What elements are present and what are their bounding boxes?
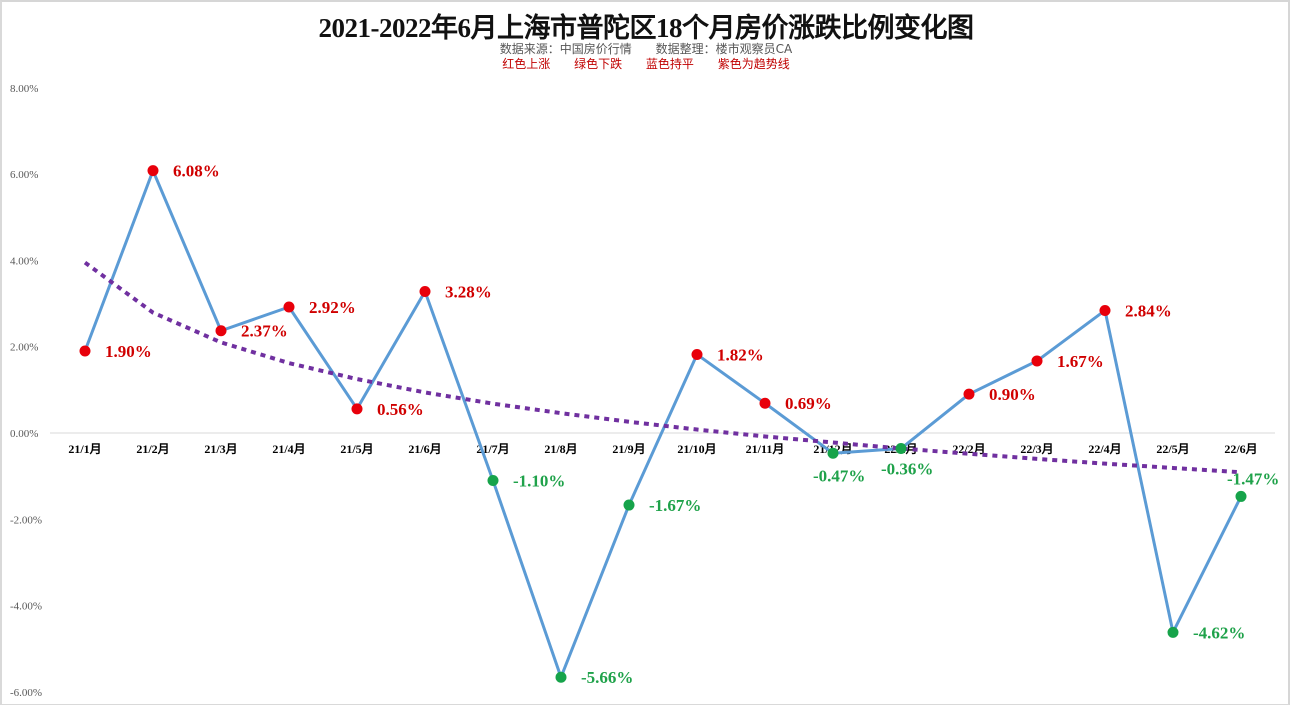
- data-label: -1.10%: [513, 471, 565, 490]
- data-label: -1.47%: [1227, 469, 1279, 488]
- data-label: 0.90%: [989, 385, 1036, 404]
- x-axis: 21/1月 21/2月 21/3月 21/4月 21/5月 21/6月 21/7月 21/8月…: [68, 442, 1257, 456]
- data-point-up: [691, 348, 703, 360]
- data-point-up: [283, 301, 295, 313]
- data-point-up: [351, 403, 363, 415]
- x-tick-label: 21/5月: [340, 442, 373, 456]
- data-point-up: [147, 165, 159, 177]
- x-tick-label: 21/11月: [746, 442, 785, 456]
- x-tick-label: 21/8月: [544, 442, 577, 456]
- chart-color-notes: 红色上涨 绿色下跌 蓝色持平 紫色为趋势线: [0, 55, 1292, 72]
- x-tick-label: 21/2月: [136, 442, 169, 456]
- data-compiler: 数据整理：楼市观察员CA: [655, 42, 793, 56]
- chart-subtitle-source: 数据来源：中国房价行情 数据整理：楼市观察员CA: [0, 40, 1292, 57]
- data-point-up: [759, 397, 771, 409]
- data-point-down: [487, 474, 499, 486]
- data-label: 1.82%: [717, 345, 764, 364]
- y-tick-label: -6.00%: [10, 687, 42, 699]
- note-blue-flat: 蓝色持平: [645, 57, 694, 71]
- data-label: -0.36%: [881, 460, 933, 479]
- price-change-line: [83, 169, 1243, 679]
- data-labels: 1.90% 6.08% 2.37% 2.92% 0.56% 3.28% -1.10% -5.6…: [105, 162, 1279, 688]
- data-point-up: [1031, 355, 1043, 367]
- note-purple-trend: 紫色为趋势线: [717, 57, 790, 71]
- data-point-up: [1099, 304, 1111, 316]
- data-point-up: [215, 325, 227, 337]
- data-label: 1.90%: [105, 342, 152, 361]
- x-tick-label: 22/4月: [1088, 442, 1121, 456]
- data-point-down: [555, 671, 567, 683]
- x-tick-label: 21/1月: [68, 442, 101, 456]
- data-label: 2.84%: [1125, 301, 1172, 320]
- data-label: 2.37%: [241, 322, 288, 341]
- data-label: -0.47%: [813, 466, 865, 485]
- data-label: 6.08%: [173, 162, 220, 181]
- x-tick-label: 22/5月: [1156, 442, 1189, 456]
- data-point-down: [1235, 490, 1247, 502]
- data-label: -5.66%: [581, 668, 633, 687]
- note-green-down: 绿色下跌: [574, 57, 623, 71]
- data-point-down: [1167, 626, 1179, 638]
- data-point-down: [623, 499, 635, 511]
- x-tick-label: 21/7月: [476, 442, 509, 456]
- data-source: 数据来源：中国房价行情: [499, 42, 632, 56]
- data-point-down: [895, 443, 907, 455]
- data-label: 2.92%: [309, 298, 356, 317]
- data-label: -1.67%: [649, 496, 701, 515]
- data-label: 1.67%: [1057, 352, 1104, 371]
- data-label: 0.69%: [785, 394, 832, 413]
- y-axis: 8.00% 6.00% 4.00% 2.00% 0.00% -2.00% -4.00% -6.…: [10, 83, 42, 699]
- y-tick-label: 8.00%: [10, 83, 38, 95]
- y-tick-label: 0.00%: [10, 428, 38, 440]
- x-tick-label: 21/6月: [408, 442, 441, 456]
- x-tick-label: 21/10月: [677, 442, 716, 456]
- data-point-up: [419, 285, 431, 297]
- data-point-up: [963, 388, 975, 400]
- data-point-down: [827, 447, 839, 459]
- data-point-up: [79, 345, 91, 357]
- data-label: 3.28%: [445, 282, 492, 301]
- data-label: -4.62%: [1193, 623, 1245, 642]
- x-tick-label: 22/3月: [1020, 442, 1053, 456]
- data-label: 0.56%: [377, 400, 424, 419]
- data-points: [79, 165, 1247, 683]
- y-tick-label: 4.00%: [10, 255, 38, 267]
- y-tick-label: 2.00%: [10, 342, 38, 354]
- y-tick-label: 6.00%: [10, 169, 38, 181]
- y-tick-label: -2.00%: [10, 514, 42, 526]
- x-tick-label: 21/9月: [612, 442, 645, 456]
- x-tick-label: 22/6月: [1224, 442, 1257, 456]
- x-tick-label: 21/3月: [204, 442, 237, 456]
- note-red-up: 红色上涨: [502, 57, 551, 71]
- chart-title: 2021-2022年6月上海市普陀区18个月房价涨跌比例变化图: [318, 13, 975, 43]
- x-tick-label: 21/4月: [272, 442, 305, 456]
- y-tick-label: -4.00%: [10, 601, 42, 613]
